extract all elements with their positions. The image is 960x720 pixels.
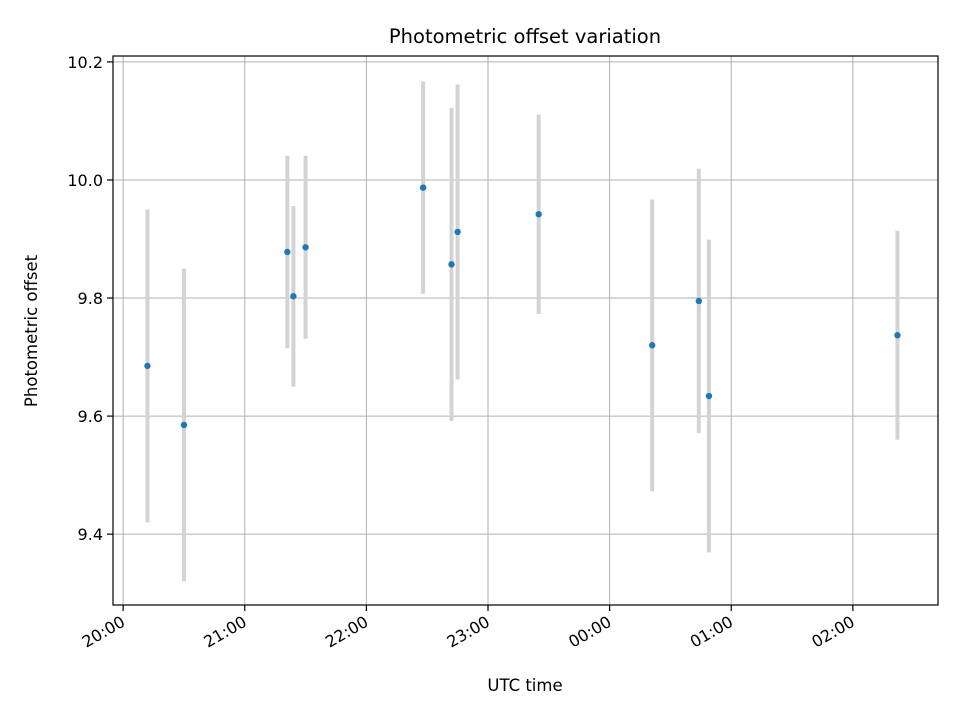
data-point [284, 248, 291, 256]
data-point [695, 297, 703, 305]
data-point [144, 362, 151, 370]
x-axis-label: UTC time [487, 676, 562, 695]
data-point [894, 332, 901, 339]
y-tick-label: 9.6 [78, 407, 103, 426]
y-tick-label: 10.2 [67, 53, 103, 72]
data-point [705, 392, 713, 400]
y-tick-label: 9.4 [78, 525, 103, 544]
y-tick-label: 9.8 [78, 289, 103, 308]
plot-frame [112, 55, 939, 606]
data-point [419, 184, 427, 191]
y-axis-label: Photometric offset [22, 254, 41, 407]
data-point [535, 211, 542, 218]
data-points [144, 184, 901, 429]
data-point [302, 244, 309, 251]
y-axis-ticks: 9.4 9.6 9.8 10.0 10.2 [67, 53, 113, 544]
data-point [448, 261, 455, 268]
grid-lines [113, 56, 938, 605]
chart-title: Photometric offset variation [389, 25, 661, 48]
data-point [290, 293, 297, 300]
y-tick-label: 10.0 [67, 171, 103, 190]
data-point [180, 421, 188, 429]
data-point [648, 342, 656, 349]
data-point [454, 228, 461, 236]
